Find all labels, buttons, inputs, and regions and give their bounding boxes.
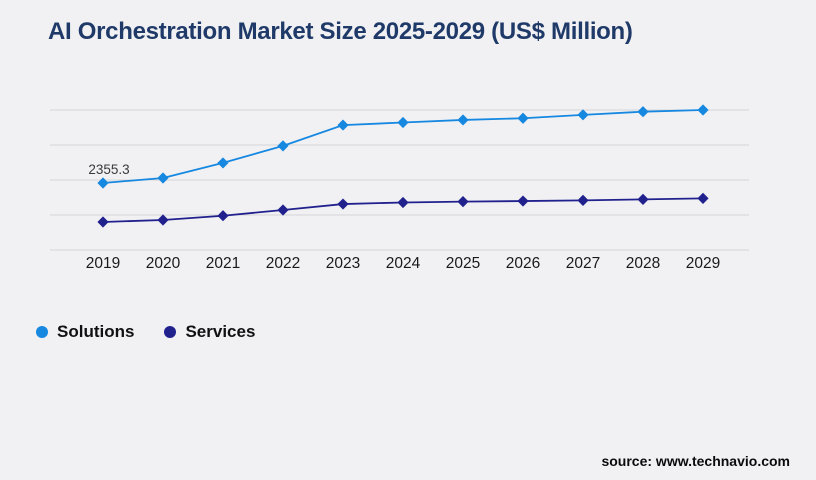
data-point-solutions [517,112,529,124]
x-axis-label: 2028 [625,255,661,272]
x-axis-label: 2019 [85,255,121,272]
data-point-services [457,196,469,208]
data-point-services [397,196,409,209]
x-axis-label: 2020 [145,255,181,272]
x-axis-label: 2025 [445,255,481,272]
data-point-label: 2355.3 [88,162,129,177]
legend: Solutions Services [36,322,255,342]
x-axis-label: 2029 [685,255,721,272]
source-attribution: source: www.technavio.com [601,453,790,469]
data-point-solutions [217,157,229,169]
data-point-services [577,194,589,206]
data-point-solutions [577,109,589,121]
x-axis-label: 2027 [565,255,601,272]
data-point-solutions [97,177,109,189]
solutions-legend-dot-icon [36,326,48,338]
data-point-solutions [637,106,649,118]
data-point-solutions [697,104,709,116]
x-axis-label: 2022 [265,255,301,272]
data-point-services [157,214,169,226]
data-point-services [697,192,709,204]
x-axis-label: 2024 [385,255,421,272]
data-point-services [517,195,529,207]
x-axis-label: 2023 [325,255,361,272]
data-point-solutions [337,119,349,131]
legend-item-solutions[interactable]: Solutions [36,322,134,342]
data-point-solutions [157,172,169,184]
data-point-solutions [457,114,469,126]
data-point-services [337,198,349,210]
data-point-solutions [397,116,409,129]
data-point-services [637,193,649,205]
legend-label: Solutions [57,322,135,341]
data-point-services [97,216,109,228]
x-axis: 2019 2020 2021 2022 2023 2024 2025 2026 2027 2028… [73,252,733,276]
legend-label: Services [185,322,256,341]
chart-canvas: 2355.3 [50,104,749,251]
x-axis-label: 2021 [205,255,241,272]
data-point-services [277,204,289,216]
plot-area: 2355.3 [0,95,816,265]
data-point-solutions [277,140,289,152]
services-legend-dot-icon [164,326,177,338]
data-point-services [217,210,229,222]
legend-item-services[interactable]: Services [164,322,255,342]
page-title: AI Orchestration Market Size 2025-2029 (… [48,18,633,45]
x-axis-label: 2026 [505,255,541,272]
